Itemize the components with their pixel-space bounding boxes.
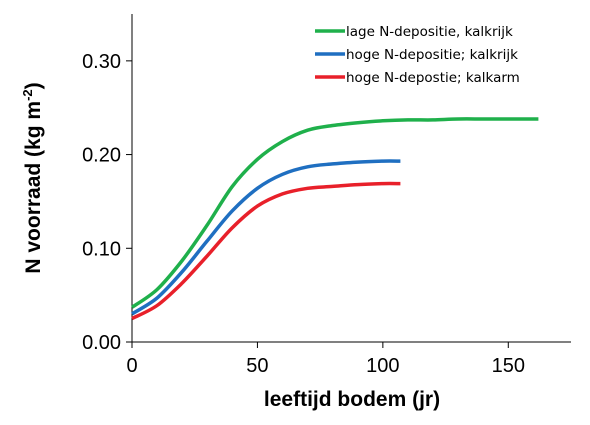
x-tick-label: 100 bbox=[366, 355, 399, 377]
series-line-1 bbox=[131, 117, 539, 309]
y-axis-title-superscript: -2 bbox=[20, 89, 35, 101]
y-axis-title-main: N voorraad (kg m bbox=[22, 101, 45, 274]
legend: lage N-depositie, kalkrijk hoge N-deposit… bbox=[315, 24, 520, 86]
x-tick-label: 0 bbox=[126, 355, 137, 377]
y-tick-label: 0.20 bbox=[82, 145, 121, 167]
y-tick-label: 0.00 bbox=[82, 332, 121, 354]
legend-label-2: hoge N-depositie; kalkrijk bbox=[346, 47, 518, 63]
legend-label-3: hoge N-depostie; kalkarm bbox=[346, 70, 520, 86]
x-ticks: 0 50 100 150 bbox=[126, 342, 525, 377]
axes bbox=[131, 14, 571, 343]
series-line-3 bbox=[131, 181, 401, 321]
y-axis-title-close: ) bbox=[22, 82, 45, 89]
series-lines bbox=[131, 117, 539, 321]
series-line-2 bbox=[131, 159, 401, 316]
legend-label-1: lage N-depositie, kalkrijk bbox=[346, 24, 513, 40]
x-tick-label: 150 bbox=[492, 355, 525, 377]
y-tick-label: 0.30 bbox=[82, 51, 121, 73]
x-tick-label: 50 bbox=[246, 355, 268, 377]
y-axis-title: N voorraad (kg m-2) bbox=[20, 82, 45, 273]
x-axis-title: leeftijd bodem (jr) bbox=[264, 388, 440, 411]
y-tick-label: 0.10 bbox=[82, 238, 121, 260]
y-ticks: 0.00 0.10 0.20 0.30 bbox=[82, 51, 132, 354]
